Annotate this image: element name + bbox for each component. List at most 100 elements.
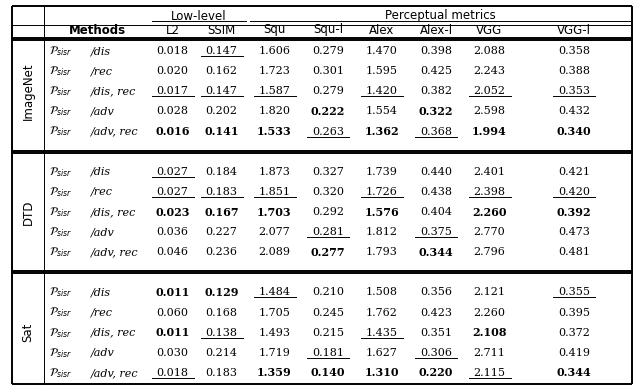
- Text: 0.423: 0.423: [420, 308, 452, 317]
- Text: 1.719: 1.719: [259, 348, 291, 358]
- Text: 2.398: 2.398: [474, 187, 506, 197]
- Text: 0.355: 0.355: [558, 287, 590, 298]
- Text: 1.533: 1.533: [257, 126, 292, 137]
- Text: 1.739: 1.739: [366, 167, 398, 177]
- Text: 0.404: 0.404: [420, 207, 452, 217]
- Text: 0.292: 0.292: [312, 207, 344, 217]
- Text: Perceptual metrics: Perceptual metrics: [385, 9, 495, 23]
- Text: 2.052: 2.052: [474, 86, 506, 96]
- Text: $\mathcal{P}_{sisr}$: $\mathcal{P}_{sisr}$: [49, 326, 72, 340]
- Text: /adv: /adv: [91, 348, 115, 358]
- Text: 0.301: 0.301: [312, 66, 344, 76]
- Text: 1.435: 1.435: [366, 328, 398, 338]
- Text: 0.322: 0.322: [419, 106, 453, 117]
- Text: 0.388: 0.388: [558, 66, 590, 76]
- Text: 2.401: 2.401: [474, 167, 506, 177]
- Text: 0.421: 0.421: [558, 167, 590, 177]
- Text: 0.358: 0.358: [558, 46, 590, 56]
- Text: 0.184: 0.184: [205, 167, 237, 177]
- Text: 0.263: 0.263: [312, 126, 344, 136]
- Text: 1.627: 1.627: [366, 348, 398, 358]
- Text: 0.215: 0.215: [312, 328, 344, 338]
- Text: 0.016: 0.016: [156, 126, 189, 137]
- Text: 1.606: 1.606: [259, 46, 291, 56]
- Text: 0.351: 0.351: [420, 328, 452, 338]
- Text: 0.017: 0.017: [157, 86, 188, 96]
- Text: 0.060: 0.060: [157, 308, 189, 317]
- Text: 0.368: 0.368: [420, 126, 452, 136]
- Text: 1.820: 1.820: [259, 106, 291, 117]
- Text: 2.088: 2.088: [474, 46, 506, 56]
- Text: 0.344: 0.344: [557, 367, 591, 378]
- Text: 0.344: 0.344: [419, 247, 453, 258]
- Text: Squ-l: Squ-l: [313, 23, 343, 37]
- Text: 0.395: 0.395: [558, 308, 590, 317]
- Text: 0.375: 0.375: [420, 227, 452, 237]
- Text: 0.147: 0.147: [205, 46, 237, 56]
- Text: /dis, rec: /dis, rec: [91, 86, 136, 96]
- Text: 1.812: 1.812: [366, 227, 398, 237]
- Text: 1.508: 1.508: [366, 287, 398, 298]
- Text: 2.121: 2.121: [474, 287, 506, 298]
- Text: 2.077: 2.077: [259, 227, 291, 237]
- Text: 0.279: 0.279: [312, 46, 344, 56]
- Text: 0.279: 0.279: [312, 86, 344, 96]
- Text: 0.432: 0.432: [558, 106, 590, 117]
- Text: 0.018: 0.018: [157, 368, 189, 378]
- Text: $\mathcal{P}_{sisr}$: $\mathcal{P}_{sisr}$: [49, 64, 72, 78]
- Text: 0.138: 0.138: [205, 328, 237, 338]
- Text: 0.227: 0.227: [205, 227, 237, 237]
- Text: 0.027: 0.027: [157, 187, 188, 197]
- Text: $\mathcal{P}_{sisr}$: $\mathcal{P}_{sisr}$: [49, 44, 72, 58]
- Text: 0.473: 0.473: [558, 227, 590, 237]
- Text: 1.493: 1.493: [259, 328, 291, 338]
- Text: 1.595: 1.595: [366, 66, 398, 76]
- Text: $\mathcal{P}_{sisr}$: $\mathcal{P}_{sisr}$: [49, 125, 72, 138]
- Text: 2.770: 2.770: [474, 227, 506, 237]
- Text: 0.183: 0.183: [205, 368, 237, 378]
- Text: 1.484: 1.484: [259, 287, 291, 298]
- Text: VGG: VGG: [476, 23, 502, 37]
- Text: 1.723: 1.723: [259, 66, 291, 76]
- Text: 0.018: 0.018: [157, 46, 189, 56]
- Text: 0.181: 0.181: [312, 348, 344, 358]
- Text: 1.726: 1.726: [366, 187, 398, 197]
- Text: 0.214: 0.214: [205, 348, 237, 358]
- Text: $\mathcal{P}_{sisr}$: $\mathcal{P}_{sisr}$: [49, 84, 72, 98]
- Text: 0.327: 0.327: [312, 167, 344, 177]
- Text: 1.576: 1.576: [365, 207, 399, 218]
- Text: 0.023: 0.023: [156, 207, 189, 218]
- Text: 0.220: 0.220: [419, 367, 453, 378]
- Text: SSIM: SSIM: [207, 23, 236, 37]
- Text: /dis: /dis: [91, 167, 111, 177]
- Text: 1.762: 1.762: [366, 308, 398, 317]
- Text: 0.382: 0.382: [420, 86, 452, 96]
- Text: 0.236: 0.236: [205, 247, 237, 257]
- Text: 0.353: 0.353: [558, 86, 590, 96]
- Text: $\mathcal{P}_{sisr}$: $\mathcal{P}_{sisr}$: [49, 346, 72, 360]
- Text: 2.260: 2.260: [474, 308, 506, 317]
- Text: $\mathcal{P}_{sisr}$: $\mathcal{P}_{sisr}$: [49, 225, 72, 239]
- Text: 0.245: 0.245: [312, 308, 344, 317]
- Text: 0.419: 0.419: [558, 348, 590, 358]
- Text: $\mathcal{P}_{sisr}$: $\mathcal{P}_{sisr}$: [49, 366, 72, 380]
- Text: 2.260: 2.260: [472, 207, 507, 218]
- Text: $\mathcal{P}_{sisr}$: $\mathcal{P}_{sisr}$: [49, 245, 72, 259]
- Text: 1.851: 1.851: [259, 187, 291, 197]
- Text: /dis, rec: /dis, rec: [91, 207, 136, 217]
- Text: 0.420: 0.420: [558, 187, 590, 197]
- Text: ImageNet: ImageNet: [22, 62, 35, 120]
- Text: 1.873: 1.873: [259, 167, 291, 177]
- Text: 1.362: 1.362: [365, 126, 399, 137]
- Text: 0.028: 0.028: [157, 106, 189, 117]
- Text: 0.440: 0.440: [420, 167, 452, 177]
- Text: 1.359: 1.359: [257, 367, 292, 378]
- Text: L2: L2: [166, 23, 179, 37]
- Text: 1.793: 1.793: [366, 247, 398, 257]
- Text: 1.420: 1.420: [366, 86, 398, 96]
- Text: 0.030: 0.030: [157, 348, 189, 358]
- Text: 0.140: 0.140: [311, 367, 345, 378]
- Text: /adv, rec: /adv, rec: [91, 247, 139, 257]
- Text: /rec: /rec: [91, 187, 113, 197]
- Text: 1.554: 1.554: [366, 106, 398, 117]
